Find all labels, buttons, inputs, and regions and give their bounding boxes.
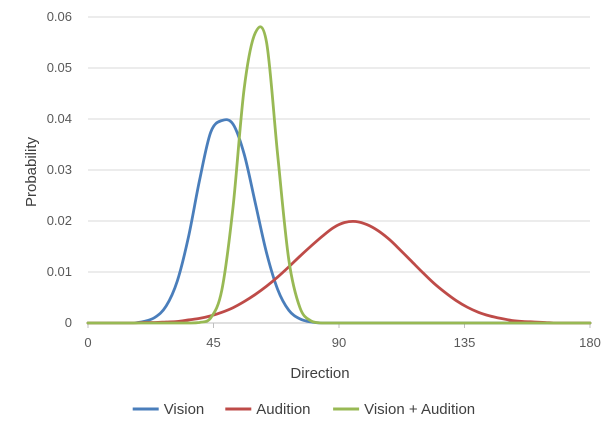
legend-label: Vision + Audition [364, 401, 475, 418]
legend-label: Audition [256, 401, 310, 418]
x-tick-label: 0 [84, 335, 91, 350]
x-axis-title: Direction [290, 365, 349, 382]
y-axis-title: Probability [23, 136, 40, 207]
x-tick-label: 135 [454, 335, 476, 350]
series-line-vision-audition [86, 25, 592, 325]
y-tick-label: 0.05 [47, 60, 72, 75]
x-tick-label: 45 [206, 335, 220, 350]
y-tick-label: 0 [65, 315, 72, 330]
y-tick-label: 0.01 [47, 264, 72, 279]
legend: Vision Audition Vision + Audition [132, 401, 475, 418]
legend-item-vision-audition: Vision + Audition [333, 401, 475, 418]
gridlines [88, 16, 590, 273]
legend-item-audition: Audition [225, 401, 311, 418]
legend-item-vision: Vision [132, 401, 205, 418]
x-tick-label: 180 [579, 335, 601, 350]
tick-labels: 0 0.01 0.02 0.03 0.04 0.05 0.06 0 45 90 135 180 [47, 9, 601, 350]
legend-label: Vision [164, 401, 205, 418]
y-tick-label: 0.03 [47, 162, 72, 177]
y-tick-label: 0.04 [47, 111, 72, 126]
x-tick-label: 90 [332, 335, 346, 350]
y-tick-label: 0.06 [47, 9, 72, 24]
y-tick-label: 0.02 [47, 213, 72, 228]
series-group [86, 25, 592, 325]
